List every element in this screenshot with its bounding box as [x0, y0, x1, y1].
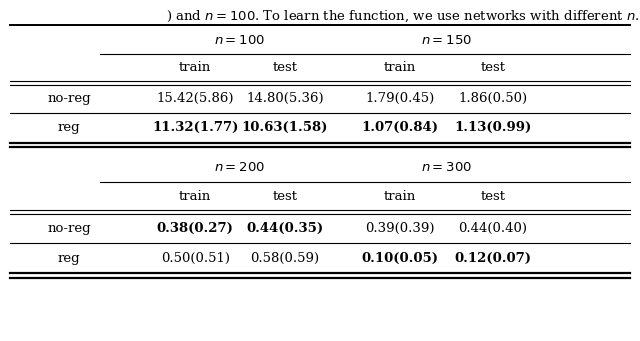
Text: $n = 200$: $n = 200$ — [214, 161, 266, 174]
Text: 0.38(0.27): 0.38(0.27) — [157, 222, 234, 235]
Text: 0.10(0.05): 0.10(0.05) — [362, 252, 438, 265]
Text: $n = 150$: $n = 150$ — [420, 34, 472, 47]
Text: 0.44(0.35): 0.44(0.35) — [246, 222, 323, 235]
Text: $n = 300$: $n = 300$ — [420, 161, 472, 174]
Text: 0.12(0.07): 0.12(0.07) — [454, 252, 531, 265]
Text: test: test — [272, 190, 298, 203]
Text: 1.07(0.84): 1.07(0.84) — [362, 121, 438, 134]
Text: 15.42(5.86): 15.42(5.86) — [156, 92, 234, 105]
Text: $n = 100$: $n = 100$ — [214, 34, 266, 47]
Text: train: train — [384, 61, 416, 74]
Text: 11.32(1.77): 11.32(1.77) — [152, 121, 238, 134]
Text: 1.86(0.50): 1.86(0.50) — [458, 92, 527, 105]
Text: 0.58(0.59): 0.58(0.59) — [250, 252, 319, 265]
Text: reg: reg — [58, 252, 81, 265]
Text: test: test — [480, 61, 506, 74]
Text: 10.63(1.58): 10.63(1.58) — [242, 121, 328, 134]
Text: ) and $n = 100$. To learn the function, we use networks with different $n$.: ) and $n = 100$. To learn the function, … — [166, 9, 640, 24]
Text: 1.13(0.99): 1.13(0.99) — [454, 121, 531, 134]
Text: test: test — [272, 61, 298, 74]
Text: reg: reg — [58, 121, 81, 134]
Text: 0.39(0.39): 0.39(0.39) — [365, 222, 435, 235]
Text: 0.50(0.51): 0.50(0.51) — [161, 252, 230, 265]
Text: 1.79(0.45): 1.79(0.45) — [365, 92, 435, 105]
Text: 0.44(0.40): 0.44(0.40) — [458, 222, 527, 235]
Text: no-reg: no-reg — [47, 222, 91, 235]
Text: train: train — [179, 61, 211, 74]
Text: train: train — [384, 190, 416, 203]
Text: 14.80(5.36): 14.80(5.36) — [246, 92, 324, 105]
Text: test: test — [480, 190, 506, 203]
Text: train: train — [179, 190, 211, 203]
Text: no-reg: no-reg — [47, 92, 91, 105]
